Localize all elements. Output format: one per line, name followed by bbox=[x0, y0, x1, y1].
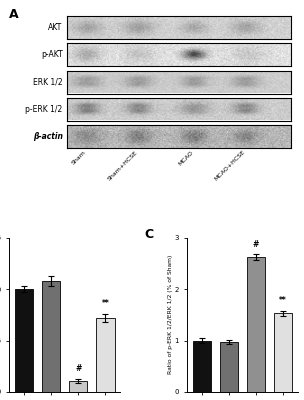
Bar bbox=[247, 257, 265, 392]
Bar bbox=[96, 318, 115, 392]
Bar bbox=[42, 281, 60, 392]
Text: Sham: Sham bbox=[71, 150, 87, 166]
Text: #: # bbox=[75, 364, 81, 373]
Text: β-actin: β-actin bbox=[33, 132, 63, 141]
Bar bbox=[69, 381, 88, 392]
Text: C: C bbox=[145, 228, 154, 241]
Text: MCAO+HCSE: MCAO+HCSE bbox=[213, 150, 246, 182]
Text: **: ** bbox=[279, 296, 287, 305]
Bar bbox=[274, 313, 292, 392]
Text: #: # bbox=[253, 240, 259, 249]
Text: AKT: AKT bbox=[48, 23, 63, 32]
Bar bbox=[15, 289, 33, 392]
Text: p-ERK 1/2: p-ERK 1/2 bbox=[25, 105, 63, 114]
Bar bbox=[192, 340, 211, 392]
Text: A: A bbox=[9, 8, 19, 21]
Text: ERK 1/2: ERK 1/2 bbox=[33, 78, 63, 86]
Y-axis label: Ratio of p-ERK 1/2/ERK 1/2 (% of Sham): Ratio of p-ERK 1/2/ERK 1/2 (% of Sham) bbox=[168, 255, 173, 374]
Bar bbox=[219, 342, 238, 392]
Text: **: ** bbox=[102, 299, 109, 308]
Text: Sham+HCSE: Sham+HCSE bbox=[107, 150, 139, 181]
Text: MCAO: MCAO bbox=[178, 150, 195, 166]
Text: p-AKT: p-AKT bbox=[41, 50, 63, 59]
